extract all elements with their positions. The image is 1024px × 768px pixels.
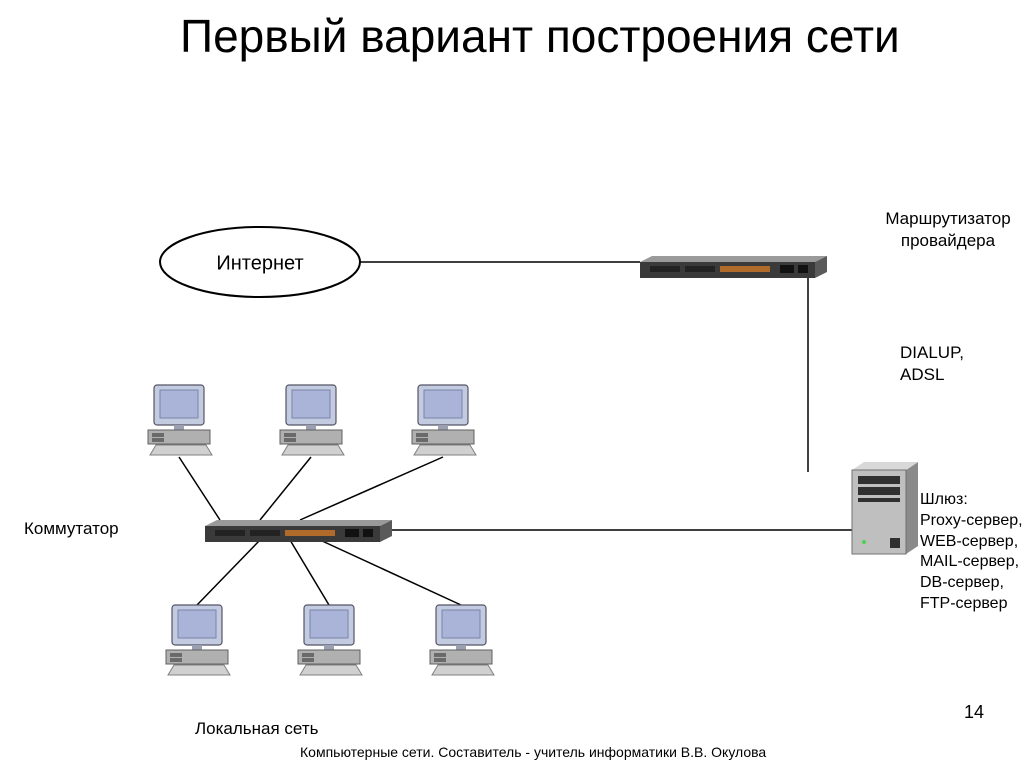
pc-icon	[148, 385, 212, 455]
network-diagram: Интернет	[0, 0, 1024, 768]
pc-icon	[430, 605, 494, 675]
edge	[320, 540, 461, 605]
server-icon	[852, 462, 918, 554]
pc-icon	[166, 605, 230, 675]
edge	[300, 457, 443, 520]
pc-icon	[280, 385, 344, 455]
edge	[260, 457, 311, 520]
edge	[290, 540, 329, 605]
edge	[179, 457, 220, 520]
pc-icon	[412, 385, 476, 455]
internet-label: Интернет	[216, 252, 303, 274]
edge	[197, 540, 260, 605]
switch-icon	[205, 520, 392, 542]
pc-icon	[298, 605, 362, 675]
router-icon	[640, 256, 827, 278]
